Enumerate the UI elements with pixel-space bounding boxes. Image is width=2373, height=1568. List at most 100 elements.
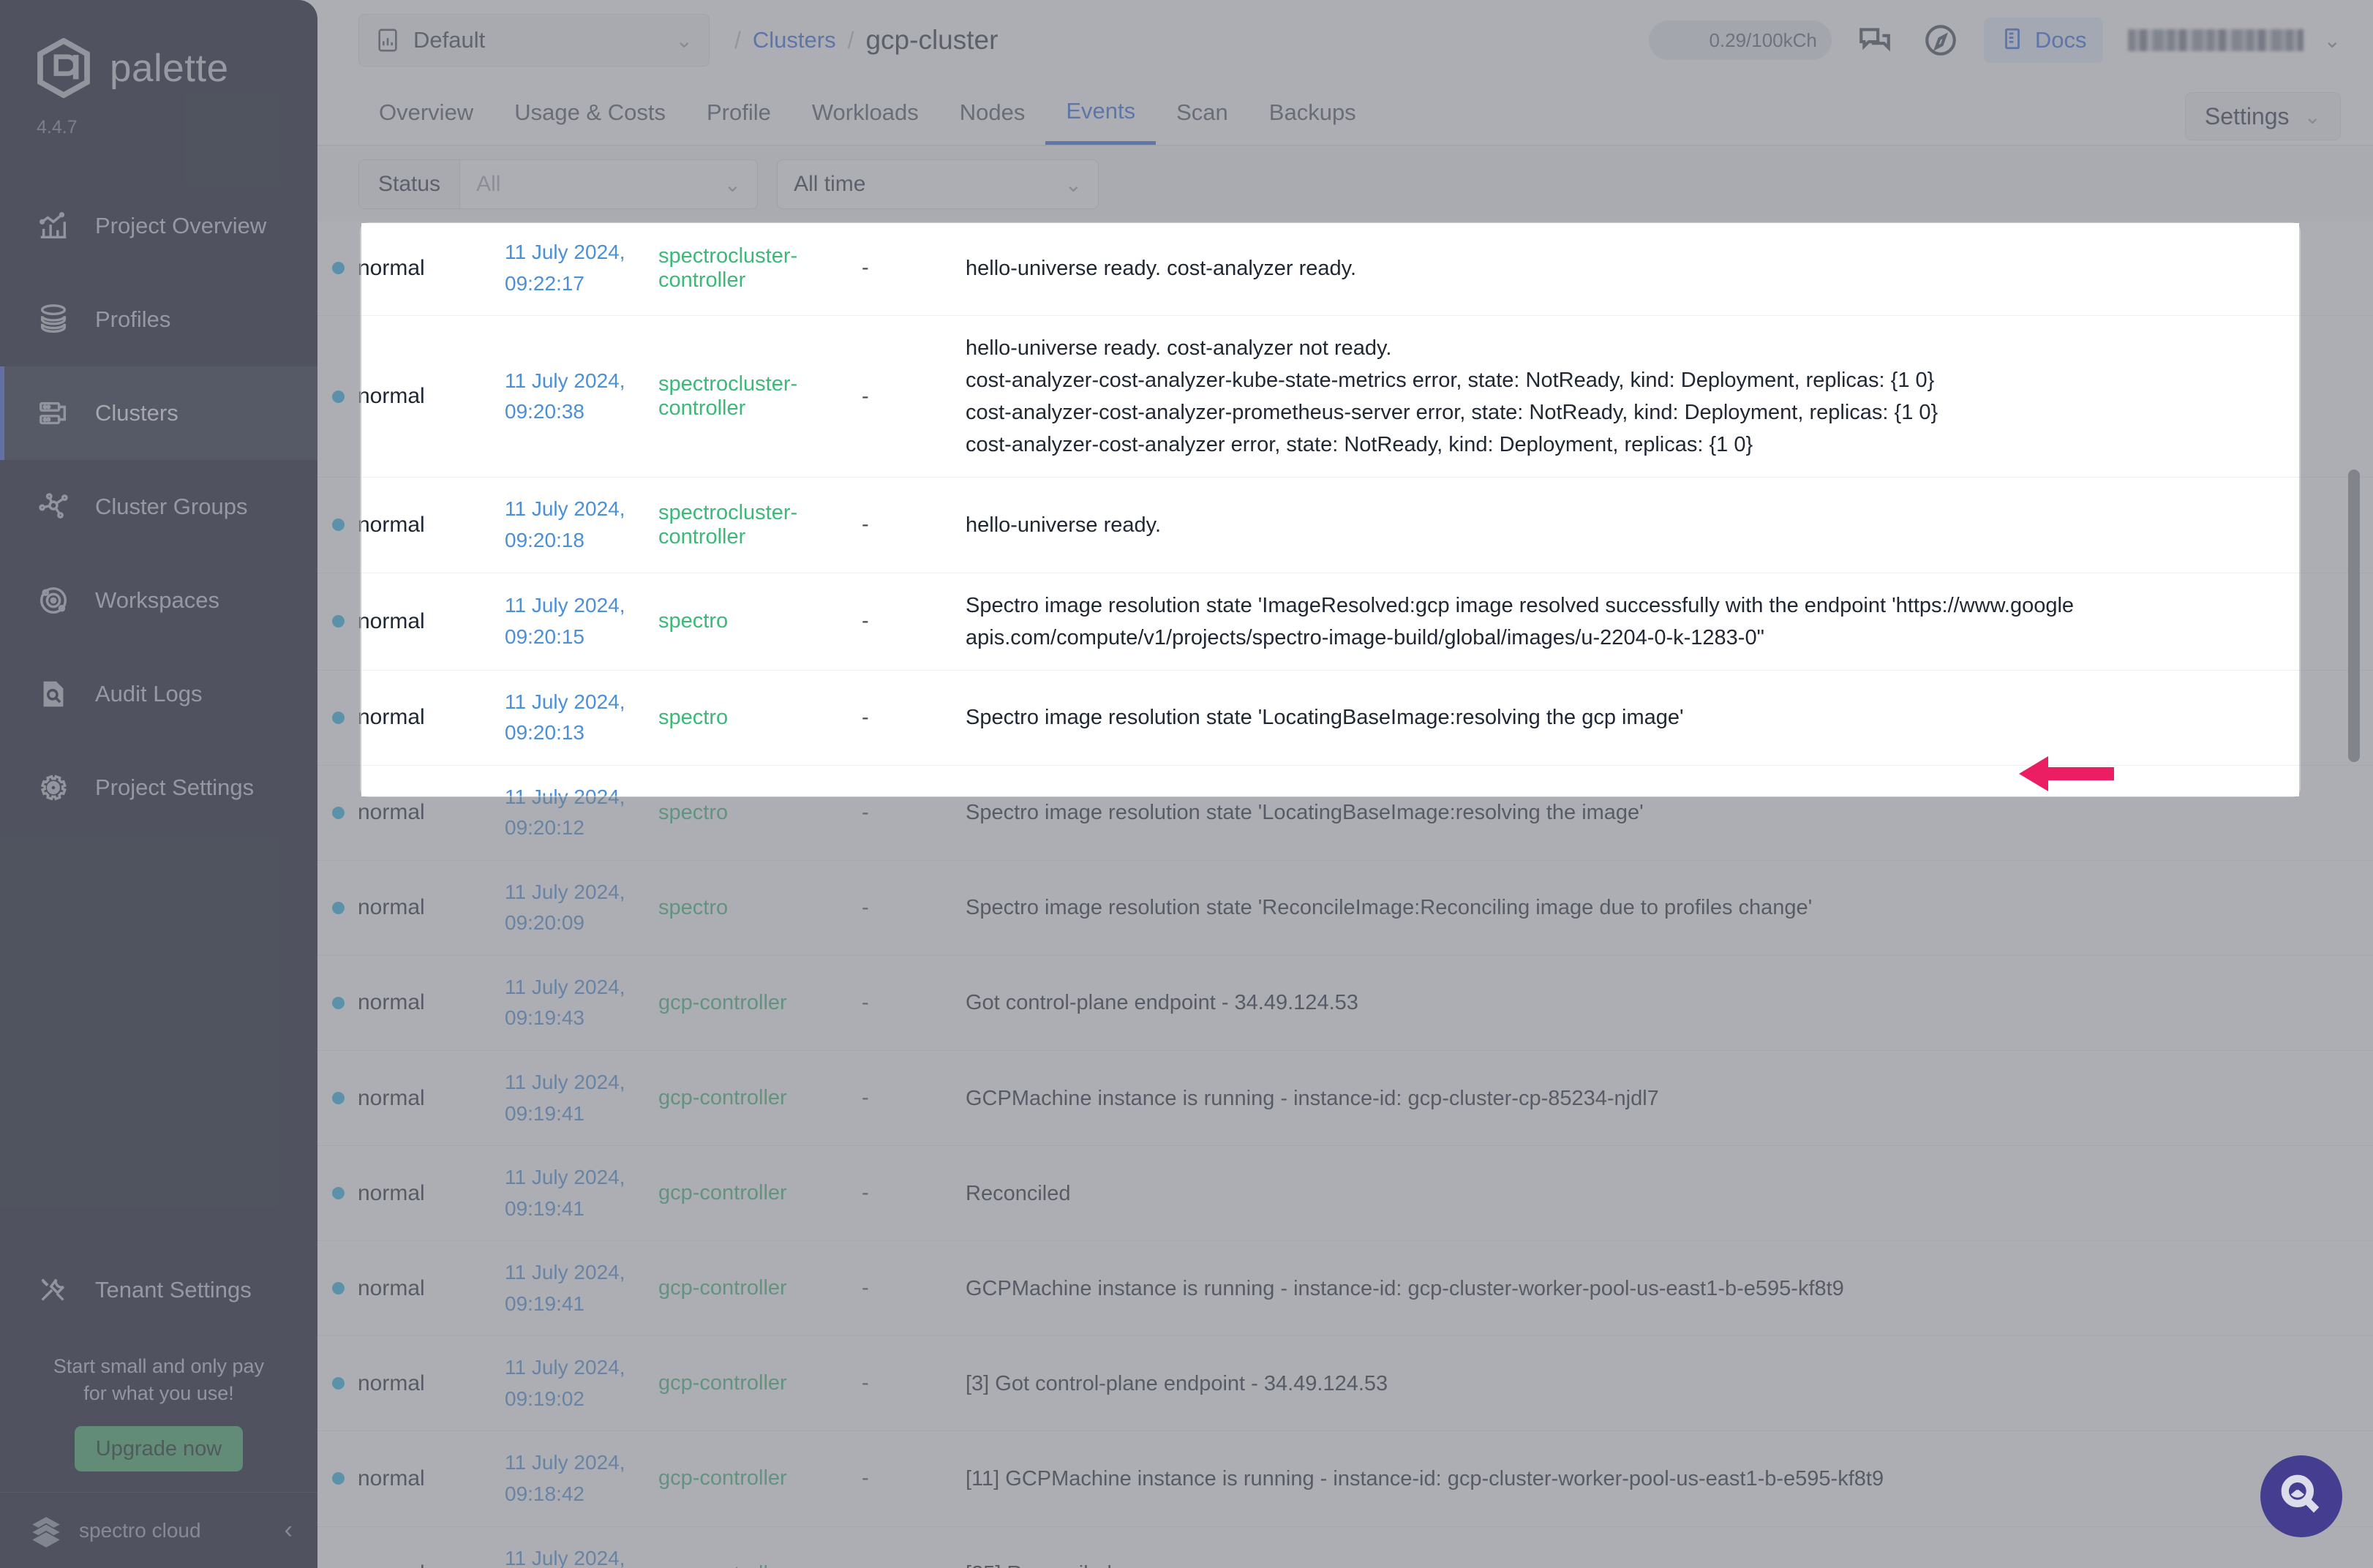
event-source[interactable]: gcp-controller [658, 1466, 787, 1490]
sidebar-item-cluster-groups[interactable]: Cluster Groups [0, 460, 317, 554]
table-row[interactable]: normal 11 July 2024, 09:19:41 gcp-controlle… [317, 1051, 2373, 1147]
event-timestamp[interactable]: 11 July 2024, 09:19:41 [505, 1162, 651, 1224]
table-row[interactable]: normal 11 July 2024, 09:20:38 spectrocluste… [317, 316, 2373, 478]
status-filter-select[interactable]: All ⌄ [460, 160, 757, 208]
sidebar-item-profiles[interactable]: Profiles [0, 273, 317, 366]
table-row[interactable]: normal 11 July 2024, 09:20:15 spectro - Spect… [317, 573, 2373, 671]
sidebar-item-label: Tenant Settings [95, 1276, 252, 1303]
event-status-cell: normal [317, 705, 505, 730]
table-row[interactable]: normal 11 July 2024, 09:19:02 gcp-controlle… [317, 1336, 2373, 1432]
event-timestamp[interactable]: 11 July 2024, 09:20:12 [505, 782, 651, 844]
event-source[interactable]: gcp-controller [651, 1562, 849, 1568]
sidebar-item-audit-logs[interactable]: Audit Logs [0, 647, 317, 741]
event-status-cell: normal [317, 384, 505, 409]
event-timestamp[interactable]: 11 July 2024, 09:22:17 [505, 237, 651, 299]
table-row[interactable]: normal 11 July 2024, 09:22:17 spectrocluste… [317, 221, 2373, 317]
tab-scan[interactable]: Scan [1176, 99, 1228, 125]
tab-nodes[interactable]: Nodes [959, 99, 1026, 125]
event-source[interactable]: gcp-controller [658, 1086, 787, 1110]
event-time: 09:20:18 [505, 528, 584, 551]
status-dot-icon [332, 1472, 345, 1485]
sidebar-item-clusters[interactable]: Clusters [0, 366, 317, 460]
project-selector[interactable]: Default ⌄ [358, 14, 710, 67]
event-timestamp[interactable]: 11 July 2024,09:18:42 [505, 1447, 651, 1509]
event-timestamp[interactable]: 11 July 2024, 09:19:41 [505, 1257, 651, 1319]
event-message: Reconciled [966, 1177, 2373, 1210]
event-source[interactable]: spectrocluster-controller [658, 244, 798, 292]
event-timestamp[interactable]: 11 July 2024, 09:20:18 [505, 494, 651, 556]
chat-bubbles-icon[interactable] [1852, 18, 1898, 63]
docs-label: Docs [2034, 27, 2087, 53]
breadcrumb: / Clusters / gcp-cluster [734, 25, 998, 56]
event-status-cell: normal [317, 800, 505, 825]
tab-workloads[interactable]: Workloads [811, 99, 919, 125]
event-message-line: cost-analyzer-cost-analyzer error, state… [966, 433, 1753, 457]
help-search-fab[interactable] [2260, 1455, 2342, 1537]
time-range-select[interactable]: All time ⌄ [777, 159, 1099, 209]
event-source[interactable]: spectro [658, 895, 729, 919]
table-row[interactable]: normal 11 July 2024, 09:19:41 gcp-controlle… [317, 1241, 2373, 1337]
event-timestamp[interactable]: 11 July 2024, 09:19:02 [505, 1352, 651, 1414]
gear-icon [37, 771, 70, 804]
event-source[interactable]: gcp-controller [658, 1181, 787, 1205]
tab-events[interactable]: Events [1045, 80, 1157, 145]
tab-backups[interactable]: Backups [1268, 99, 1356, 125]
vertical-scrollbar[interactable] [2348, 221, 2367, 1568]
event-status-cell: normal [317, 513, 505, 538]
table-row[interactable]: normal 11 July 2024, 09:20:13 spectro - Spect… [317, 671, 2373, 766]
upgrade-now-button[interactable]: Upgrade now [75, 1426, 243, 1471]
docs-button[interactable]: Docs [1983, 18, 2103, 63]
sidebar-item-project-settings[interactable]: Project Settings [0, 741, 317, 834]
event-subject: - [862, 384, 869, 408]
status-filter-label: Status [359, 160, 461, 208]
event-date: 11 July 2024, [505, 1071, 625, 1094]
event-source[interactable]: gcp-controller [658, 1276, 787, 1300]
event-source[interactable]: spectro [658, 800, 729, 824]
event-timestamp[interactable]: 11 July 2024, 09:20:15 [505, 590, 651, 652]
table-row[interactable]: normal 11 July 2024, 09:19:43 gcp-controlle… [317, 956, 2373, 1052]
chevron-down-icon[interactable]: ⌄ [2323, 29, 2341, 52]
event-timestamp[interactable]: 11 July 2024, 09:20:13 [505, 687, 651, 749]
event-status-cell: normal [317, 609, 505, 634]
event-timestamp[interactable]: 11 July 2024, 09:19:43 [505, 972, 651, 1034]
event-source[interactable]: spectro [658, 705, 729, 729]
settings-label: Settings [2204, 102, 2290, 129]
compass-icon[interactable] [1918, 18, 1963, 63]
table-row[interactable]: normal 11 July 2024, 09:20:18 spectrocluste… [317, 478, 2373, 573]
collapse-sidebar-icon[interactable]: ‹ [284, 1516, 293, 1544]
scrollbar-thumb[interactable] [2348, 470, 2360, 762]
event-source[interactable]: spectrocluster-controller [658, 500, 798, 549]
event-status-label: normal [358, 384, 425, 409]
event-time: 09:19:43 [505, 1006, 584, 1030]
event-source[interactable]: gcp-controller [658, 990, 787, 1014]
event-timestamp[interactable]: 11 July 2024, 09:20:38 [505, 366, 651, 428]
event-source[interactable]: spectro [658, 609, 729, 633]
event-status-cell: normal [317, 1276, 505, 1301]
user-name-redacted [2127, 29, 2304, 51]
event-timestamp[interactable]: 11 July 2024,09:18:42 [505, 1543, 651, 1568]
event-source[interactable]: gcp-controller [658, 1371, 787, 1395]
tab-overview[interactable]: Overview [379, 99, 474, 125]
table-row[interactable]: normal 11 July 2024, 09:20:09 spectro - Spect… [317, 861, 2373, 956]
event-status-cell: normal [317, 1371, 505, 1396]
sidebar-item-workspaces[interactable]: Workspaces [0, 554, 317, 647]
sidebar-item-project-overview[interactable]: Project Overview [0, 179, 317, 273]
tab-usage-costs[interactable]: Usage & Costs [514, 99, 666, 125]
status-dot-icon [332, 390, 345, 403]
table-row[interactable]: normal 11 July 2024, 09:19:41 gcp-controlle… [317, 1146, 2373, 1242]
event-status-label: normal [358, 608, 425, 633]
event-timestamp[interactable]: 11 July 2024, 09:20:09 [505, 877, 651, 939]
event-status-label: normal [358, 255, 425, 280]
settings-button[interactable]: Settings ⌄ [2184, 92, 2341, 140]
event-subject: - [862, 256, 869, 280]
sidebar-item-tenant-settings[interactable]: Tenant Settings [0, 1246, 317, 1334]
tab-profile[interactable]: Profile [706, 99, 771, 125]
event-status-cell: normal [317, 1181, 505, 1206]
event-source[interactable]: spectrocluster-controller [658, 372, 798, 421]
status-filter[interactable]: Status All ⌄ [358, 159, 759, 209]
breadcrumb-link-clusters[interactable]: Clusters [752, 27, 836, 53]
event-subject: - [862, 1371, 869, 1395]
event-timestamp[interactable]: 11 July 2024, 09:19:41 [505, 1067, 651, 1129]
